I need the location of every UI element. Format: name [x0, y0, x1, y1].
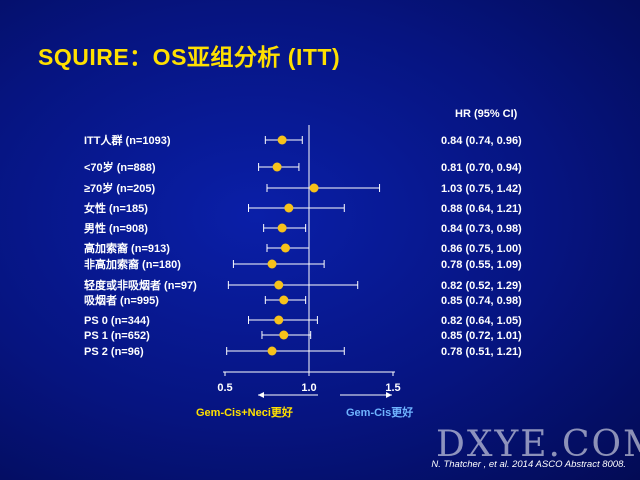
subgroup-label: 吸烟者 (n=995) — [84, 293, 159, 307]
hr-value-label: 0.85 (0.72, 1.01) — [441, 330, 522, 342]
citation-footer: N. Thatcher , et al. 2014 ASCO Abstract … — [431, 459, 626, 470]
hr-value-label: 0.78 (0.55, 1.09) — [441, 259, 522, 271]
hr-point — [309, 183, 319, 193]
favours-right-arrowhead — [386, 392, 392, 398]
page-title: SQUIRE：OS亚组分析 (ITT) — [38, 44, 341, 70]
x-tick-label: 1.5 — [385, 382, 400, 394]
subgroup-label: ITT人群 (n=1093) — [84, 133, 171, 147]
hr-point — [279, 295, 289, 305]
favours-right-label: Gem-Cis更好 — [346, 407, 414, 419]
subgroup-label: <70岁 (n=888) — [84, 160, 156, 174]
favours-left-arrowhead — [258, 392, 264, 398]
hr-value-label: 0.84 (0.74, 0.96) — [441, 135, 522, 147]
hr-point — [277, 223, 287, 233]
hr-point — [267, 259, 277, 269]
hr-value-label: 0.88 (0.64, 1.21) — [441, 203, 522, 215]
hr-value-label: 0.85 (0.74, 0.98) — [441, 295, 522, 307]
hr-value-label: 0.81 (0.70, 0.94) — [441, 162, 522, 174]
subgroup-label: ≥70岁 (n=205) — [84, 181, 155, 195]
hr-point — [280, 243, 290, 253]
subgroup-label: 轻度或非吸烟者 (n=97) — [84, 278, 197, 292]
hr-point — [274, 315, 284, 325]
hr-value-label: 1.03 (0.75, 1.42) — [441, 183, 522, 195]
hr-value-label: 0.86 (0.75, 1.00) — [441, 243, 522, 255]
hr-column-header: HR (95% CI) — [455, 108, 518, 120]
hr-point — [272, 162, 282, 172]
subgroup-label: 男性 (n=908) — [84, 221, 148, 235]
hr-point — [279, 330, 289, 340]
subgroup-label: PS 0 (n=344) — [84, 315, 150, 327]
x-tick-label: 0.5 — [217, 382, 232, 394]
favours-left-label: Gem-Cis+Neci更好 — [196, 407, 293, 419]
hr-point — [274, 280, 284, 290]
hr-value-label: 0.82 (0.52, 1.29) — [441, 280, 522, 292]
subgroup-label: 非高加索裔 (n=180) — [84, 257, 181, 271]
hr-point — [267, 346, 277, 356]
x-tick-label: 1.0 — [301, 382, 316, 394]
subgroup-label: PS 2 (n=96) — [84, 346, 144, 358]
subgroup-label: 女性 (n=185) — [84, 201, 148, 215]
subgroup-label: 高加索裔 (n=913) — [84, 241, 170, 255]
hr-value-label: 0.82 (0.64, 1.05) — [441, 315, 522, 327]
hr-value-label: 0.78 (0.51, 1.21) — [441, 346, 522, 358]
hr-value-label: 0.84 (0.73, 0.98) — [441, 223, 522, 235]
watermark-logo: DXYE.COM — [436, 424, 640, 465]
hr-point — [284, 203, 294, 213]
hr-point — [277, 135, 287, 145]
subgroup-label: PS 1 (n=652) — [84, 330, 150, 342]
